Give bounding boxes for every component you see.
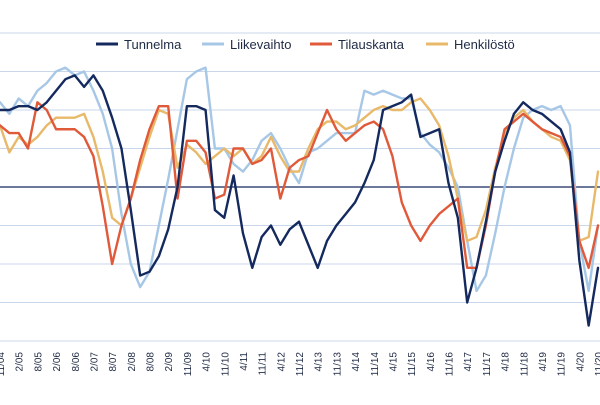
series-line-tunnelma xyxy=(0,74,600,327)
x-tick-label: 11/20 xyxy=(594,352,600,377)
x-tick-label: 11/15 xyxy=(407,352,418,377)
x-axis-ticks: 11/04 2/05 8/05 2/06 8/06 2/07 8/07 2/08 8/08 2/0… xyxy=(0,352,600,377)
x-tick-label: 8/06 xyxy=(71,352,82,372)
x-tick-label: 11/19 xyxy=(557,352,568,377)
series-line-liikevaihto xyxy=(0,66,600,293)
x-tick-label: 11/17 xyxy=(482,352,493,377)
x-tick-label: 11/14 xyxy=(370,352,381,377)
x-tick-label: 8/05 xyxy=(33,352,44,372)
series-lines xyxy=(0,66,600,327)
x-tick-label: 11/13 xyxy=(332,352,343,377)
x-tick-label: 4/20 xyxy=(575,352,586,372)
x-tick-label: 11/10 xyxy=(220,352,231,377)
x-tick-label: 8/08 xyxy=(146,352,157,372)
legend-item-tunnelma: Tunnelma xyxy=(96,37,182,52)
x-tick-label: 11/18 xyxy=(519,352,530,377)
x-tick-label: 4/18 xyxy=(501,352,512,372)
x-tick-label: 4/17 xyxy=(463,352,474,372)
legend-label: Liikevaihto xyxy=(230,37,291,52)
x-tick-label: 2/06 xyxy=(52,352,63,372)
x-tick-label: 11/12 xyxy=(295,352,306,377)
x-tick-label: 4/10 xyxy=(202,352,213,372)
x-tick-label: 4/19 xyxy=(538,352,549,372)
x-tick-label: 8/07 xyxy=(108,352,119,372)
x-tick-label: 4/13 xyxy=(314,352,325,372)
x-tick-label: 4/12 xyxy=(276,352,287,372)
x-tick-label: 11/16 xyxy=(445,352,456,377)
legend-item-henkilöstö: Henkilöstö xyxy=(426,37,515,52)
x-tick-label: 2/07 xyxy=(89,352,100,372)
x-tick-label: 11/11 xyxy=(258,352,269,376)
x-tick-label: 2/09 xyxy=(164,352,175,372)
x-tick-label: 4/14 xyxy=(351,352,362,372)
x-tick-label: 2/08 xyxy=(127,352,138,372)
x-tick-label: 11/04 xyxy=(0,352,7,377)
x-tick-label: 11/09 xyxy=(183,352,194,377)
legend-item-tilauskanta: Tilauskanta xyxy=(310,37,405,52)
legend: Tunnelma Liikevaihto Tilauskanta Henkilöstö xyxy=(96,37,515,52)
x-tick-label: 4/16 xyxy=(426,352,437,372)
legend-label: Tunnelma xyxy=(124,37,182,52)
legend-label: Henkilöstö xyxy=(454,37,515,52)
legend-item-liikevaihto: Liikevaihto xyxy=(202,37,291,52)
x-tick-label: 4/11 xyxy=(239,352,250,371)
legend-label: Tilauskanta xyxy=(338,37,405,52)
x-tick-label: 4/15 xyxy=(388,352,399,372)
x-tick-label: 2/05 xyxy=(15,352,26,372)
